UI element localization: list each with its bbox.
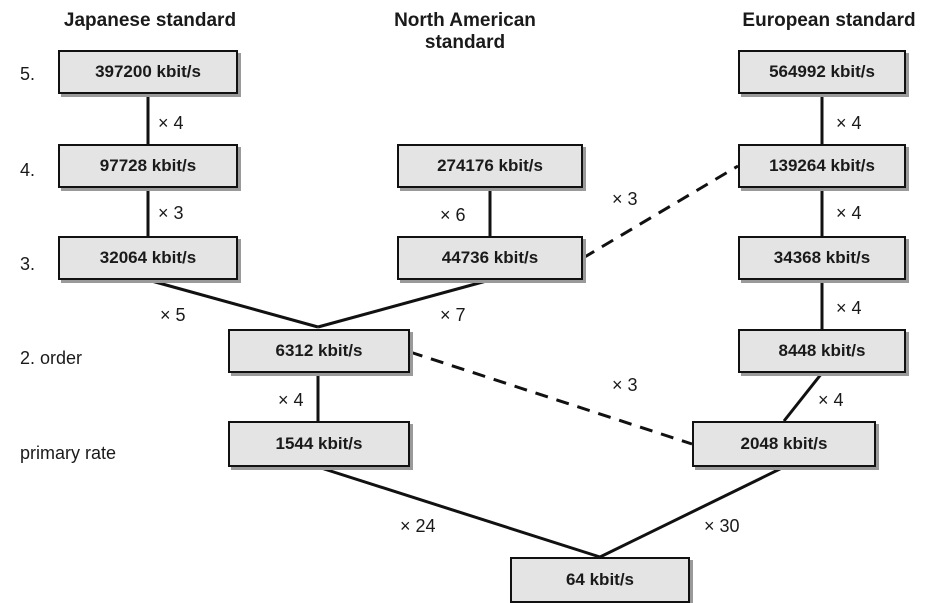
dashed-connector-order2-primary-eu <box>409 350 693 446</box>
multiplier-na3-order2: × 7 <box>440 305 466 325</box>
multiplier-primary-eu-base: × 30 <box>704 516 740 536</box>
connector-na3-order2 <box>317 278 491 329</box>
level-label-4: 4. <box>20 160 36 180</box>
node-jp5: 397200 kbit/s <box>58 50 238 94</box>
node-eu3: 34368 kbit/s <box>738 236 906 280</box>
multiplier-na3-eu4: × 3 <box>612 189 638 209</box>
node-primary-na: 1544 kbit/s <box>228 421 410 467</box>
level-label-primary-rate: primary rate <box>20 443 117 463</box>
node-jp4: 97728 kbit/s <box>58 144 238 188</box>
multiplier-jp4-jp3: × 3 <box>158 203 184 223</box>
node-eu2: 8448 kbit/s <box>738 329 906 373</box>
node-eu4: 139264 kbit/s <box>738 144 906 188</box>
multiplier-eu3-eu2: × 4 <box>836 298 862 318</box>
header-north-american-standard: North American standard <box>394 10 536 53</box>
multiplier-eu2-primary-eu: × 4 <box>818 390 844 410</box>
multiplier-order2-primary-na: × 4 <box>278 390 304 410</box>
level-label-2-order: 2. order <box>20 348 83 368</box>
dashed-connector-na3-eu4 <box>582 164 739 260</box>
node-eu5: 564992 kbit/s <box>738 50 906 94</box>
connector-primary-na-base <box>317 465 601 559</box>
level-label-3: 3. <box>20 254 36 274</box>
node-jp3: 32064 kbit/s <box>58 236 238 280</box>
multiplier-primary-na-base: × 24 <box>400 516 436 536</box>
multiplier-eu5-eu4: × 4 <box>836 113 862 133</box>
node-primary-eu: 2048 kbit/s <box>692 421 876 467</box>
connector-jp3-order2 <box>147 278 319 329</box>
multiplier-jp5-jp4: × 4 <box>158 113 184 133</box>
header-japanese-standard: Japanese standard <box>63 10 237 31</box>
multiplier-na4-na3: × 6 <box>440 205 466 225</box>
header-european-standard: European standard <box>742 10 916 31</box>
multiplier-order2-primary-eu: × 3 <box>612 375 638 395</box>
connector-primary-eu-base <box>599 465 785 559</box>
level-label-5: 5. <box>20 64 36 84</box>
multiplier-eu4-eu3: × 4 <box>836 203 862 223</box>
node-base: 64 kbit/s <box>510 557 690 603</box>
node-na3: 44736 kbit/s <box>397 236 583 280</box>
node-na4: 274176 kbit/s <box>397 144 583 188</box>
node-order2: 6312 kbit/s <box>228 329 410 373</box>
connector-eu2-primary-eu <box>782 372 824 422</box>
multiplier-jp3-order2: × 5 <box>160 305 186 325</box>
